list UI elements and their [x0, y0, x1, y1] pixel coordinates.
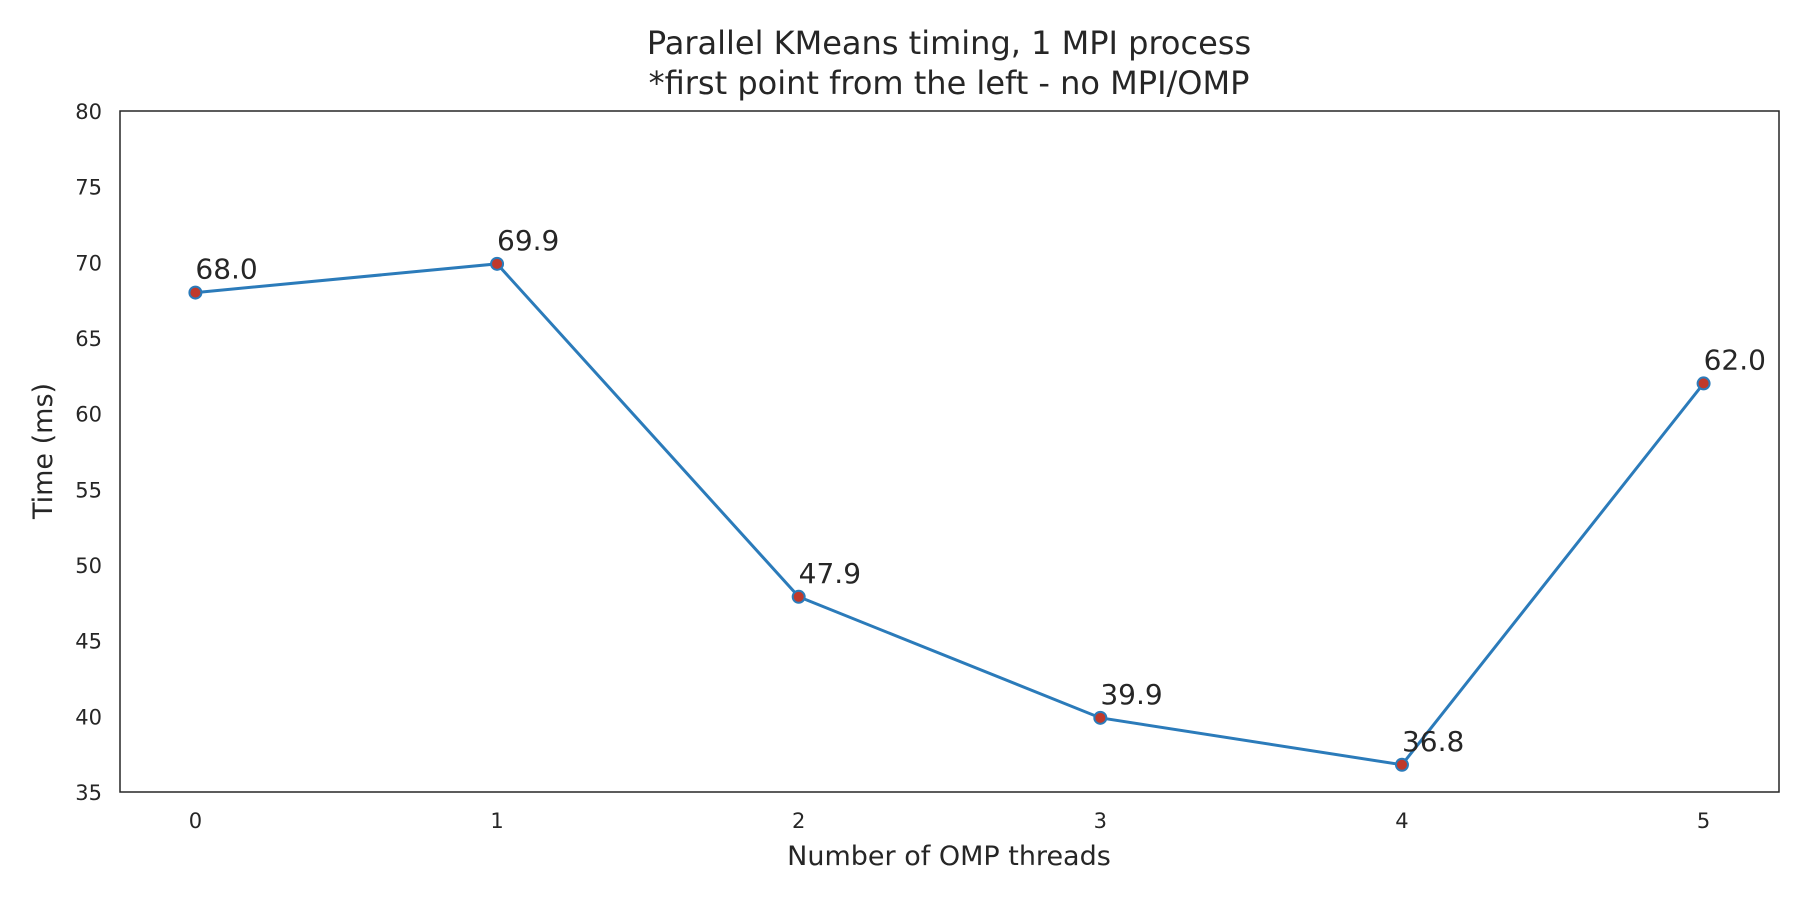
y-tick-label: 70	[75, 251, 102, 275]
y-tick-label: 65	[75, 327, 102, 351]
x-tick-label: 0	[189, 809, 202, 833]
x-tick-label: 4	[1395, 809, 1408, 833]
data-point-label: 47.9	[799, 557, 861, 590]
data-point-marker	[1696, 376, 1711, 391]
x-tick-label: 5	[1697, 809, 1710, 833]
y-tick-label: 35	[75, 781, 102, 805]
x-tick-label: 1	[490, 809, 503, 833]
data-point-marker	[791, 589, 806, 604]
chart-subtitle: *first point from the left - no MPI/OMP	[649, 64, 1250, 102]
y-tick-label: 80	[75, 100, 102, 124]
data-point-marker	[1093, 710, 1108, 725]
plot-area	[119, 110, 1780, 793]
y-tick-label: 55	[75, 478, 102, 502]
x-tick-label: 2	[792, 809, 805, 833]
data-points	[188, 256, 1711, 772]
x-axis-label: Number of OMP threads	[787, 841, 1111, 872]
chart-title: Parallel KMeans timing, 1 MPI process	[647, 24, 1251, 62]
data-point-marker	[1394, 757, 1409, 772]
y-axis-ticks: 35 40 45 50 55 60 65 70 75 80	[75, 100, 102, 805]
data-point-marker	[490, 256, 505, 271]
data-point-marker	[188, 285, 203, 300]
y-tick-label: 75	[75, 176, 102, 200]
x-tick-label: 3	[1094, 809, 1107, 833]
y-tick-label: 40	[75, 705, 102, 729]
y-axis-label: Time (ms)	[28, 383, 59, 520]
y-tick-label: 45	[75, 630, 102, 654]
series-line	[195, 262, 1705, 767]
data-point-label: 68.0	[195, 253, 257, 286]
y-tick-label: 50	[75, 554, 102, 578]
data-point-label: 62.0	[1704, 343, 1766, 376]
y-tick-label: 60	[75, 403, 102, 427]
data-point-label: 39.9	[1100, 678, 1162, 711]
data-point-label: 36.8	[1402, 725, 1464, 758]
x-axis-ticks: 0 1 2 3 4 5	[189, 809, 1711, 833]
data-labels: 68.0 69.9 47.9 39.9 36.8 62.0	[195, 224, 1766, 758]
data-point-label: 69.9	[497, 224, 559, 257]
